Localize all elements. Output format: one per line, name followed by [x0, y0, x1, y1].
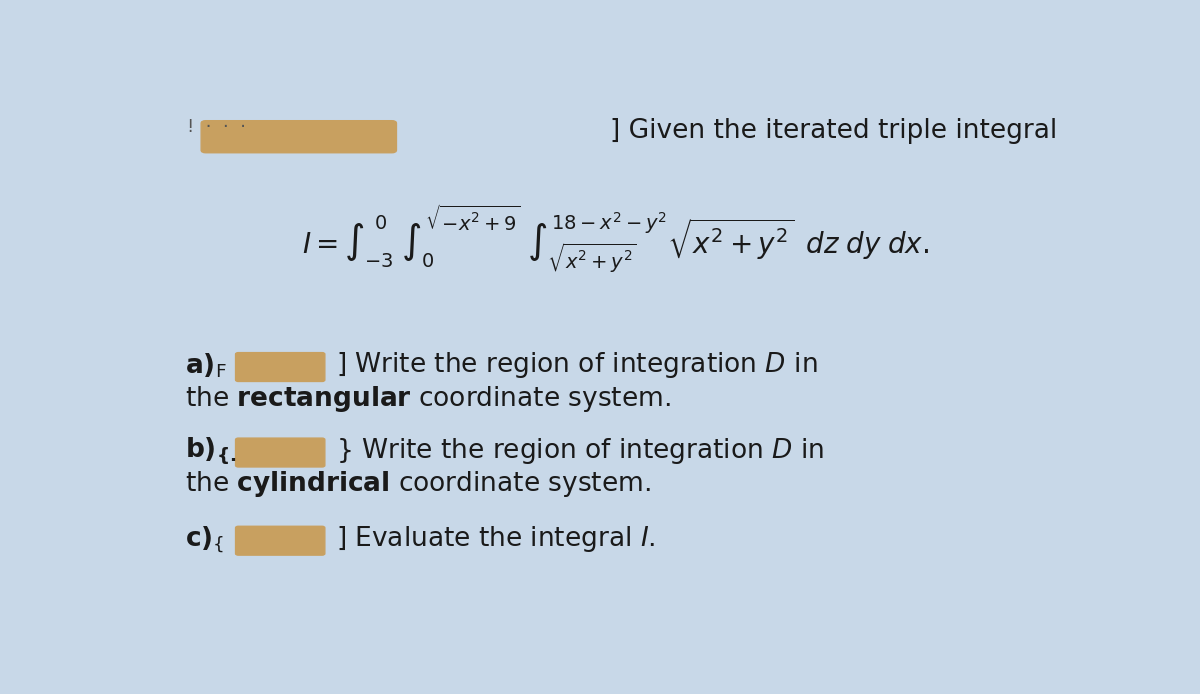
Text: ] Given the iterated triple integral: ] Given the iterated triple integral	[610, 118, 1057, 144]
Text: $I = \int_{-3}^{\ 0}\ \int_{0}^{\sqrt{-x^2+9}}\ \int_{\sqrt{x^2+y^2}}^{18-x^2-y^: $I = \int_{-3}^{\ 0}\ \int_{0}^{\sqrt{-x…	[301, 203, 929, 275]
Text: the $\mathbf{rectangular}$ coordinate system.: the $\mathbf{rectangular}$ coordinate sy…	[185, 384, 671, 414]
Text: $\}$ Write the region of integration $D$ in: $\}$ Write the region of integration $D$…	[336, 436, 824, 466]
Text: ] Write the region of integration $D$ in: ] Write the region of integration $D$ in	[336, 350, 817, 380]
FancyBboxPatch shape	[235, 526, 325, 555]
Text: ] Evaluate the integral $I$.: ] Evaluate the integral $I$.	[336, 524, 655, 554]
Text: !  ·  ·  ·: ! · · ·	[187, 118, 246, 136]
FancyBboxPatch shape	[235, 353, 325, 382]
Text: the $\mathbf{cylindrical}$ coordinate system.: the $\mathbf{cylindrical}$ coordinate sy…	[185, 469, 650, 499]
Text: $\mathbf{c)}_{\{}$: $\mathbf{c)}_{\{}$	[185, 525, 224, 554]
FancyBboxPatch shape	[202, 121, 396, 153]
Text: $\mathbf{a)}$$_{\mathsf{F}}$: $\mathbf{a)}$$_{\mathsf{F}}$	[185, 351, 227, 380]
FancyBboxPatch shape	[235, 438, 325, 467]
Text: $\mathbf{b)}_{\mathbf{\{.}}$: $\mathbf{b)}_{\mathbf{\{.}}$	[185, 436, 236, 466]
